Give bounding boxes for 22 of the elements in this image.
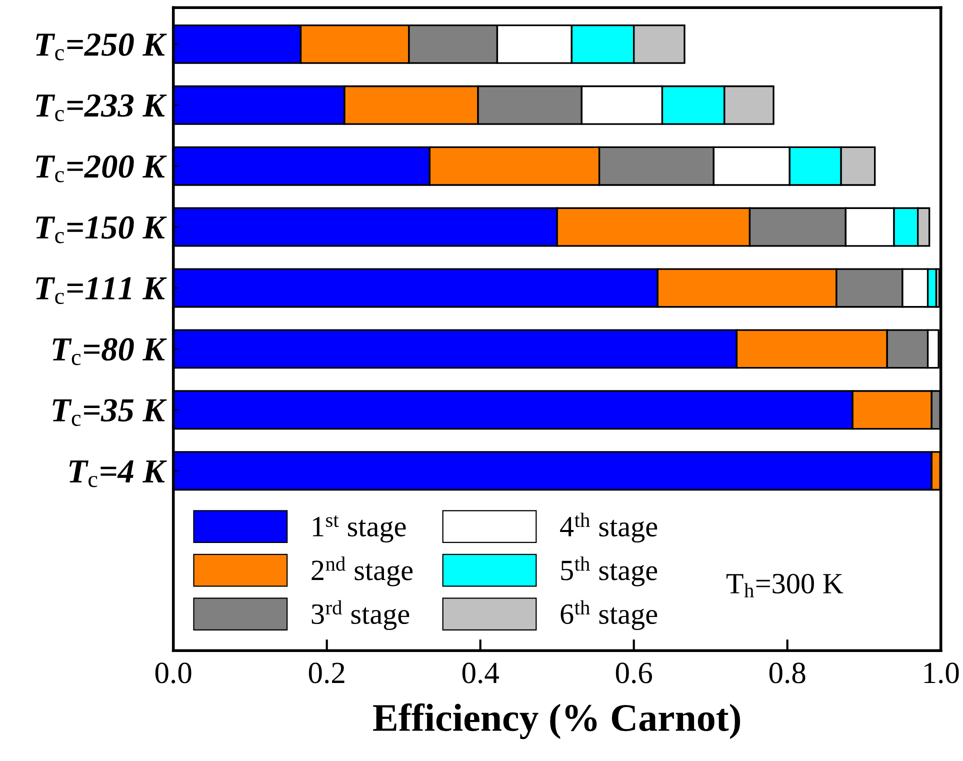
x-tick-label: 0.8 xyxy=(769,662,806,684)
y-tick-label: T$_{c}$=250 K xyxy=(36,33,167,60)
legend-label: 5$^{th}$ stage xyxy=(561,556,658,586)
legend-label: 1$^{st}$ stage xyxy=(312,515,406,542)
legend-label: 6$^{th}$ stage xyxy=(560,600,658,630)
x-tick-label: 0.2 xyxy=(308,662,344,684)
y-tick-label: T$_{c}$=35 K xyxy=(52,399,167,426)
y-tick-label: T$_{c}$=80 K xyxy=(52,338,167,366)
text: T$_{h}$=300 K xyxy=(726,574,844,598)
x-tick-label: 1.0 xyxy=(924,662,959,684)
legend-label: 3$^{rd}$ stage xyxy=(312,600,410,630)
y-tick-label: T$_{c}$=233 K xyxy=(36,94,167,122)
x-tick-label: 0.6 xyxy=(616,662,652,684)
legend-label: 2$^{nd}$ stage xyxy=(312,556,413,586)
x-axis-title: Efficiency (% Carnot) xyxy=(373,703,740,740)
y-tick-label: T$_{c}$=200 K xyxy=(36,155,167,182)
x-tick-label: 0.0 xyxy=(155,662,192,684)
y-tick-label: T$_{c}$=111 K xyxy=(36,277,167,304)
x-tick-label: 0.4 xyxy=(462,662,499,684)
y-tick-label: T$_{c}$=150 K xyxy=(36,216,167,244)
legend-label: 4$^{th}$ stage xyxy=(560,512,658,543)
y-tick-label: T$_{c}$=4 K xyxy=(69,460,167,488)
